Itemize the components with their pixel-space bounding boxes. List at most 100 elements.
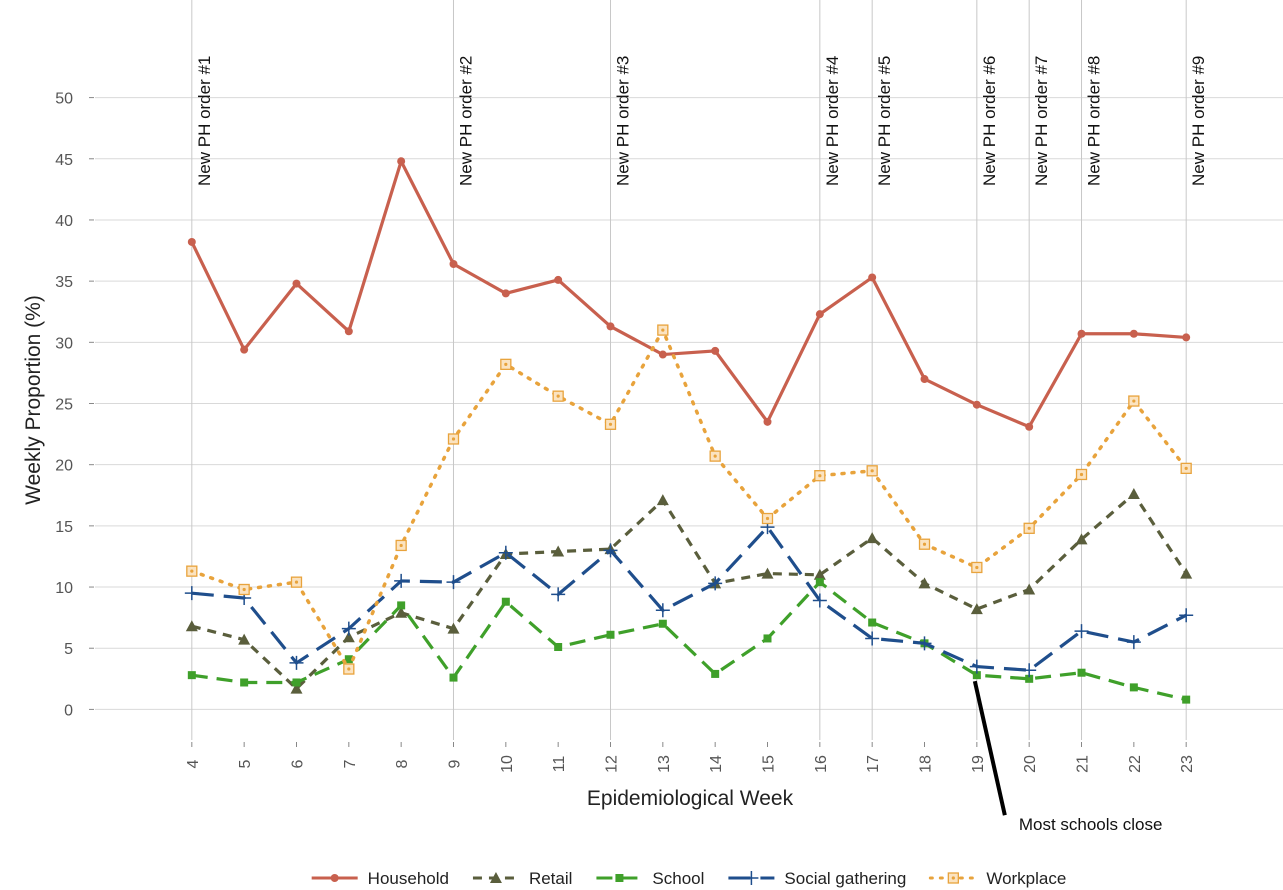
marker	[868, 618, 877, 627]
marker	[711, 669, 720, 678]
x-tick-label: 8	[394, 759, 411, 768]
annotation-label: New PH order #4	[823, 56, 842, 186]
marker	[238, 583, 250, 596]
marker	[342, 631, 355, 643]
x-axis-title: Epidemiological Week	[587, 787, 794, 810]
x-tick-label: 5	[237, 759, 254, 768]
marker-dot	[1184, 466, 1188, 470]
legend-label: Retail	[529, 869, 572, 888]
y-tick-label: 40	[55, 213, 73, 230]
marker	[866, 532, 879, 544]
marker	[1128, 395, 1140, 407]
marker	[763, 634, 772, 643]
y-tick-label: 30	[55, 335, 73, 352]
marker-dot	[242, 587, 246, 592]
marker	[240, 345, 249, 354]
annotation-label: New PH order #2	[456, 56, 475, 186]
marker	[744, 871, 759, 885]
marker-dot	[975, 565, 979, 570]
marker	[658, 350, 667, 359]
marker	[184, 586, 199, 601]
marker-dot	[190, 569, 194, 573]
marker-dot	[347, 667, 351, 671]
marker	[186, 565, 198, 577]
marker	[554, 275, 563, 284]
marker	[711, 346, 720, 355]
marker-dot	[608, 422, 613, 426]
marker	[330, 874, 339, 882]
marker-dot	[713, 454, 717, 458]
marker-dot	[451, 437, 456, 441]
marker	[552, 390, 564, 402]
marker	[446, 575, 461, 590]
marker	[1180, 462, 1192, 475]
y-tick-label: 0	[64, 702, 73, 719]
marker	[604, 418, 617, 430]
marker	[447, 622, 460, 634]
marker	[606, 630, 615, 639]
marker	[187, 671, 196, 680]
marker-dot	[556, 394, 560, 398]
y-tick-label: 15	[55, 519, 73, 536]
annotation-label: New PH order #8	[1085, 56, 1104, 186]
y-tick-label: 10	[55, 580, 73, 597]
x-tick-label: 20	[1022, 755, 1039, 773]
marker	[1179, 608, 1194, 623]
marker-dot	[1132, 399, 1136, 403]
marker	[1127, 488, 1140, 500]
x-tick-label: 9	[446, 759, 463, 768]
marker	[815, 578, 824, 587]
marker	[1129, 329, 1138, 338]
marker	[397, 601, 406, 610]
marker	[761, 567, 774, 579]
annotation-label: New PH order #5	[875, 56, 894, 186]
x-tick-label: 23	[1179, 755, 1196, 773]
marker	[1077, 668, 1086, 677]
legend-label: Household	[368, 869, 449, 888]
marker	[1077, 329, 1086, 338]
marker	[397, 157, 406, 166]
marker	[447, 433, 460, 445]
marker-dot	[818, 474, 822, 478]
marker	[1023, 522, 1035, 534]
marker-dot	[399, 543, 403, 548]
y-tick-label: 25	[55, 397, 73, 414]
marker	[868, 273, 877, 282]
x-tick-label: 15	[761, 755, 778, 773]
marker	[292, 279, 301, 288]
legend-label: School	[652, 869, 704, 888]
marker	[709, 450, 721, 462]
annotation-label: New PH order #1	[195, 56, 214, 186]
marker	[1023, 583, 1036, 595]
x-tick-label: 4	[185, 759, 202, 768]
marker	[969, 659, 984, 674]
marker	[1025, 422, 1034, 431]
annotation-label: New PH order #6	[980, 56, 999, 186]
marker	[552, 545, 565, 557]
callout-pointer	[972, 680, 1007, 816]
annotation-label: New PH order #7	[1032, 56, 1051, 186]
x-tick-label: 19	[970, 755, 987, 773]
marker	[289, 655, 304, 670]
marker	[655, 603, 670, 618]
series-line	[191, 491, 1188, 691]
series-line	[191, 579, 1187, 702]
marker	[658, 619, 667, 628]
marker	[947, 872, 959, 884]
marker-dot	[504, 362, 508, 366]
marker	[551, 587, 566, 602]
x-tick-label: 14	[708, 755, 725, 773]
marker	[1075, 533, 1088, 545]
marker	[708, 576, 723, 591]
marker	[500, 358, 512, 370]
marker	[1182, 333, 1191, 342]
marker	[489, 872, 502, 883]
x-tick-label: 10	[499, 755, 516, 773]
marker-dot	[922, 542, 927, 546]
marker	[554, 643, 563, 652]
marker	[344, 655, 353, 664]
marker	[918, 577, 931, 589]
marker	[1182, 695, 1191, 704]
marker	[970, 603, 983, 615]
marker-dot	[1079, 472, 1084, 477]
